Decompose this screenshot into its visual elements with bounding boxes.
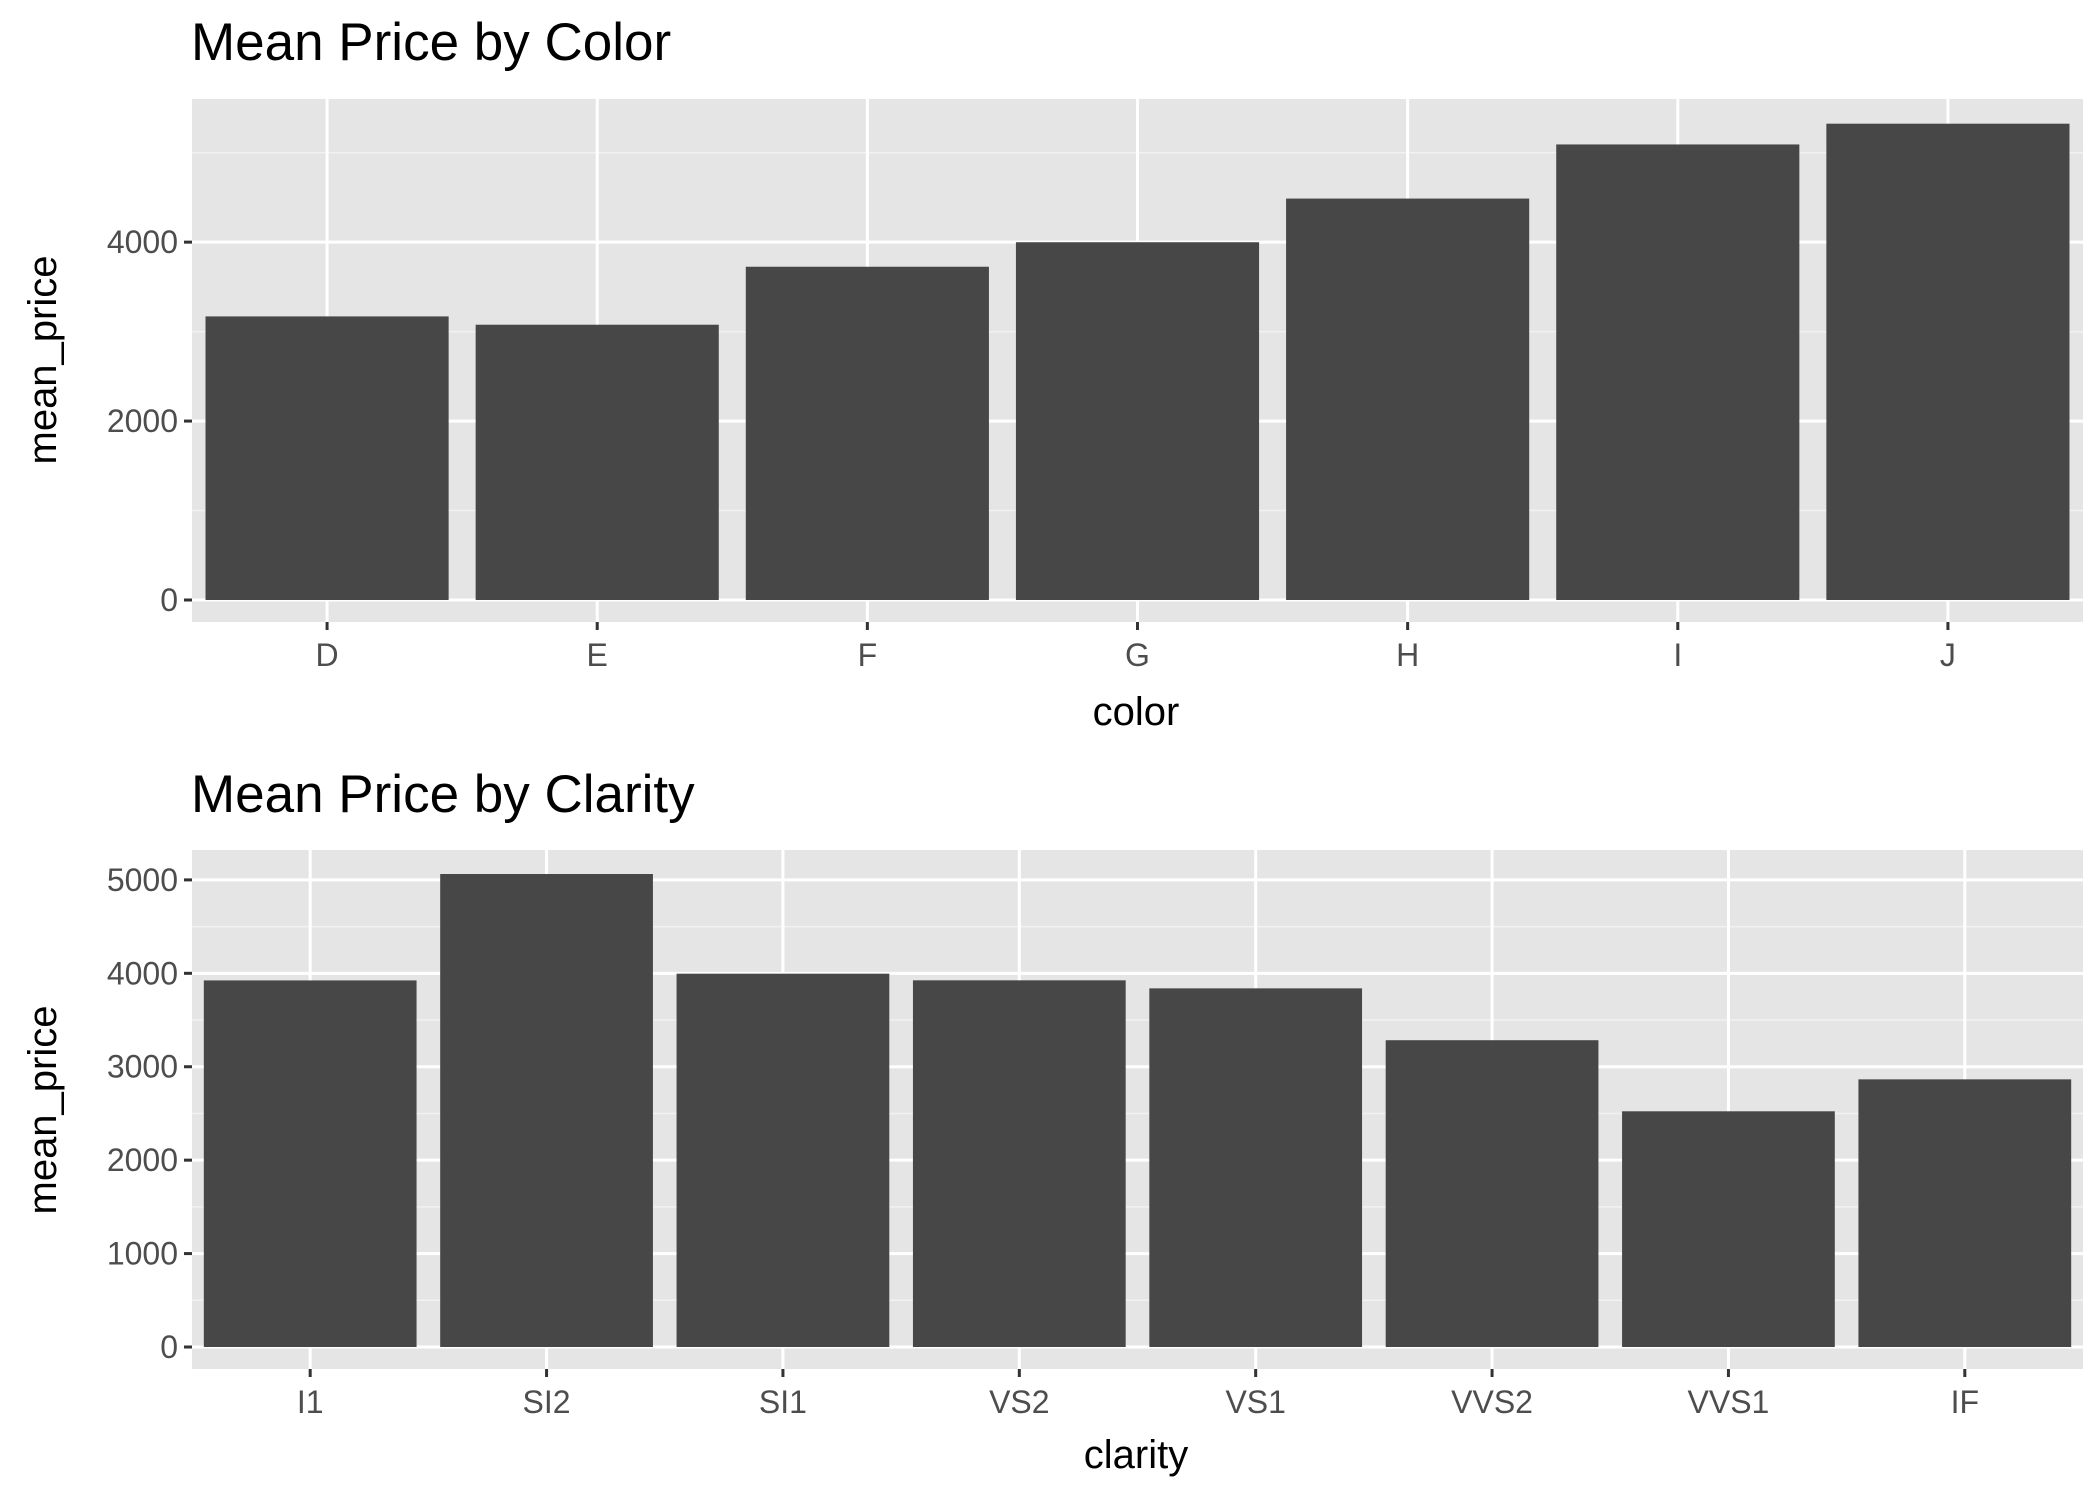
bar-si2	[440, 874, 653, 1347]
bar-i1	[203, 980, 417, 1347]
bar-f	[745, 266, 989, 600]
bar-vs2	[912, 980, 1126, 1347]
chart-title: Mean Price by Color	[191, 13, 671, 72]
x-tick-label: VVS2	[1451, 1384, 1533, 1420]
y-tick-label: 2000	[107, 403, 178, 439]
bar-vs1	[1149, 988, 1363, 1347]
x-tick-label: F	[858, 637, 878, 673]
bar-h	[1286, 198, 1530, 601]
x-tick-label: D	[316, 637, 339, 673]
y-tick-label: 1000	[107, 1236, 178, 1272]
x-tick-label: J	[1940, 637, 1956, 673]
bar-vvs1	[1622, 1111, 1835, 1347]
x-tick-label: IF	[1951, 1384, 1979, 1420]
x-tick-label: I	[1673, 637, 1682, 673]
y-tick-label: 0	[160, 582, 178, 618]
bar-e	[475, 324, 719, 600]
y-axis-title: mean_price	[21, 1005, 65, 1214]
bar-vvs2	[1385, 1040, 1599, 1347]
y-tick-label: 4000	[107, 955, 178, 991]
x-tick-label: I1	[297, 1384, 324, 1420]
y-tick-label: 0	[160, 1329, 178, 1365]
bar-j	[1826, 123, 2070, 601]
y-tick-label: 2000	[107, 1142, 178, 1178]
x-tick-label: SI2	[523, 1384, 571, 1420]
bar-i	[1556, 144, 1800, 600]
bar-if	[1858, 1079, 2072, 1347]
x-tick-label: VS1	[1225, 1384, 1285, 1420]
x-tick-label: SI1	[759, 1384, 807, 1420]
y-tick-label: 5000	[107, 862, 178, 898]
x-tick-label: G	[1125, 637, 1150, 673]
chart-title: Mean Price by Clarity	[191, 765, 695, 824]
bar-si1	[676, 973, 890, 1347]
y-tick-label: 4000	[107, 224, 178, 260]
x-tick-label: VVS1	[1688, 1384, 1770, 1420]
y-tick-label: 3000	[107, 1049, 178, 1085]
x-tick-label: VS2	[989, 1384, 1049, 1420]
x-tick-label: E	[587, 637, 608, 673]
x-tick-label: H	[1396, 637, 1419, 673]
y-axis-title: mean_price	[21, 255, 65, 464]
x-axis-title: clarity	[1084, 1433, 1188, 1477]
bar-g	[1015, 242, 1260, 601]
chart-mean-price-by-color: Mean Price by Color 0 2000 4000 D E F G H I J co…	[21, 13, 2083, 734]
x-axis-title: color	[1093, 690, 1180, 734]
chart-mean-price-by-clarity: Mean Price by Clarity 0 1000 2000 3000 4000 5…	[21, 765, 2083, 1477]
bar-d	[205, 316, 449, 600]
